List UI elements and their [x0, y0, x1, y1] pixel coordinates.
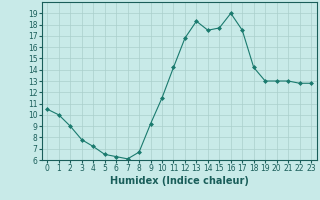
X-axis label: Humidex (Indice chaleur): Humidex (Indice chaleur): [110, 176, 249, 186]
